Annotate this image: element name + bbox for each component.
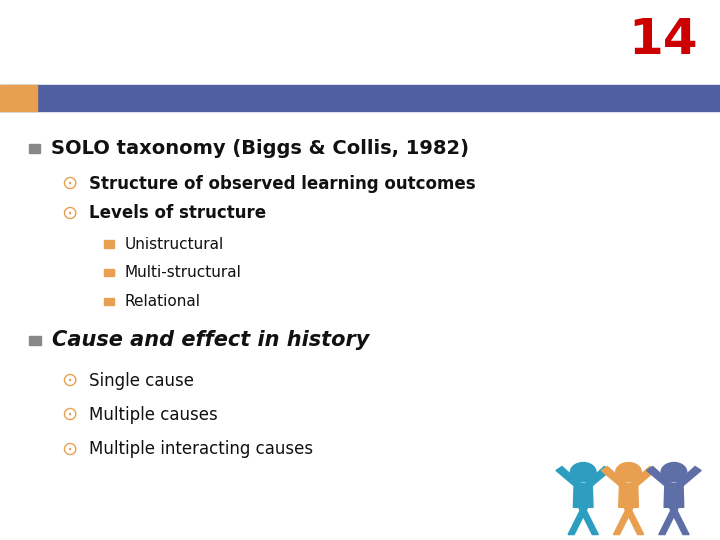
Circle shape <box>616 463 642 482</box>
Polygon shape <box>556 467 581 486</box>
Polygon shape <box>601 467 626 486</box>
Polygon shape <box>579 508 598 535</box>
Polygon shape <box>568 508 588 535</box>
Text: ⊙: ⊙ <box>61 174 78 193</box>
Text: ⊙: ⊙ <box>61 440 78 459</box>
Polygon shape <box>647 467 672 486</box>
Circle shape <box>570 463 596 482</box>
Bar <box>0 85 37 111</box>
Text: 14: 14 <box>629 16 698 64</box>
Polygon shape <box>631 467 656 486</box>
Bar <box>104 269 114 276</box>
Bar <box>104 240 114 248</box>
Text: Levels of structure: Levels of structure <box>89 204 266 222</box>
Polygon shape <box>670 508 689 535</box>
Text: Multi-structural: Multi-structural <box>125 265 241 280</box>
Bar <box>29 144 40 153</box>
Polygon shape <box>659 508 678 535</box>
Polygon shape <box>664 483 684 508</box>
Polygon shape <box>676 467 701 486</box>
Polygon shape <box>624 508 644 535</box>
Text: Structure of observed learning outcomes: Structure of observed learning outcomes <box>89 174 475 193</box>
Polygon shape <box>573 483 593 508</box>
Text: ⊙: ⊙ <box>61 405 78 424</box>
Bar <box>104 298 114 305</box>
Bar <box>29 335 41 345</box>
Text: Relational: Relational <box>125 294 201 309</box>
Text: Multiple interacting causes: Multiple interacting causes <box>89 440 312 458</box>
Polygon shape <box>613 508 633 535</box>
Bar <box>0 85 720 111</box>
Text: SOLO taxonomy (Biggs & Collis, 1982): SOLO taxonomy (Biggs & Collis, 1982) <box>51 139 469 158</box>
Text: Single cause: Single cause <box>89 372 194 390</box>
Text: Cause and effect in history: Cause and effect in history <box>52 330 369 350</box>
Polygon shape <box>585 467 611 486</box>
Text: ⊙: ⊙ <box>61 204 78 223</box>
Polygon shape <box>618 483 639 508</box>
Circle shape <box>661 463 687 482</box>
Text: ⊙: ⊙ <box>61 371 78 390</box>
Text: Unistructural: Unistructural <box>125 237 224 252</box>
Text: Multiple causes: Multiple causes <box>89 406 217 424</box>
